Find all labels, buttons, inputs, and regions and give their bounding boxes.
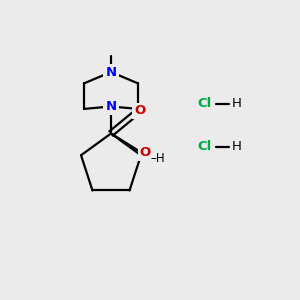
Text: O: O (134, 104, 146, 118)
Text: –H: –H (151, 152, 165, 165)
Text: H: H (232, 140, 242, 154)
Text: Cl: Cl (197, 140, 211, 154)
Text: Cl: Cl (197, 97, 211, 110)
Text: N: N (105, 100, 117, 113)
Text: O: O (139, 146, 150, 160)
Text: H: H (232, 97, 242, 110)
Text: N: N (105, 65, 117, 79)
